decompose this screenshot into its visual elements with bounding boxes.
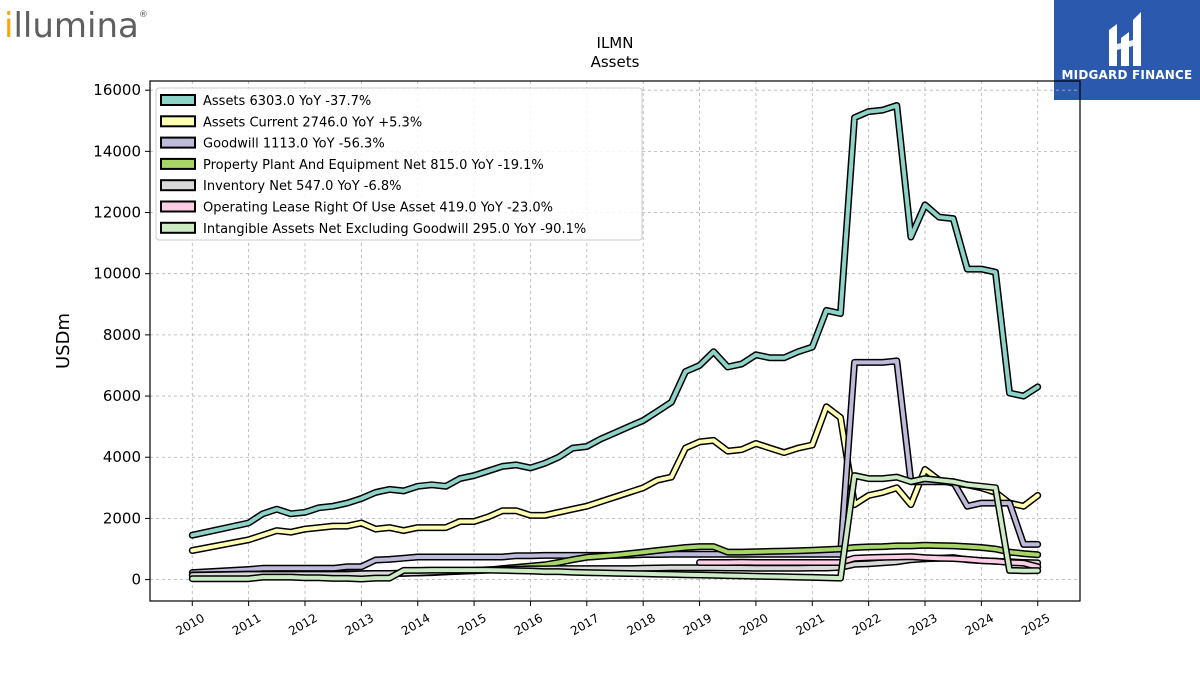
chart-subtitle: Assets xyxy=(591,53,640,71)
logo-text-rest: llumina xyxy=(13,6,139,46)
legend-swatch xyxy=(160,136,196,149)
legend-swatch xyxy=(160,221,196,234)
legend-label: Operating Lease Right Of Use Asset 419.0… xyxy=(203,201,553,216)
x-tick-label: 2023 xyxy=(906,611,939,638)
chart-title: ILMN xyxy=(597,34,634,52)
y-tick-label: 10000 xyxy=(93,265,141,283)
plot-frame xyxy=(149,80,1081,602)
series-line-5 xyxy=(697,554,1040,569)
legend-label: Assets 6303.0 YoY -37.7% xyxy=(203,94,371,109)
legend-swatch xyxy=(160,94,196,106)
series-line-1 xyxy=(190,404,1040,553)
series-group xyxy=(188,102,1042,583)
x-tick-label: 2011 xyxy=(230,611,263,638)
legend: Assets 6303.0 YoY -37.7% Assets Current 2… xyxy=(155,87,643,241)
y-axis-label: USDm xyxy=(53,313,74,369)
x-tick-label: 2020 xyxy=(737,611,770,638)
x-tick-label: 2017 xyxy=(568,611,601,638)
legend-label: Assets Current 2746.0 YoY +5.3% xyxy=(203,115,422,130)
x-tick-label: 2018 xyxy=(624,611,657,638)
legend-swatch xyxy=(160,157,196,170)
y-tick-label: 2000 xyxy=(103,509,141,527)
x-tick-label: 2022 xyxy=(850,611,883,638)
legend-label: Intangible Assets Net Excluding Goodwill… xyxy=(203,222,586,237)
legend-label: Goodwill 1113.0 YoY -56.3% xyxy=(203,137,385,152)
x-tick-label: 2010 xyxy=(174,611,207,638)
y-tick-label: 12000 xyxy=(93,204,141,222)
series-line-2 xyxy=(190,358,1040,575)
y-tick-label: 4000 xyxy=(103,448,141,466)
legend-label: Property Plant And Equipment Net 815.0 Y… xyxy=(203,158,544,173)
series-line-6 xyxy=(190,473,1040,581)
logo-accent-letter: i xyxy=(4,6,14,46)
y-tick-label: 6000 xyxy=(103,387,141,405)
midgard-finance-badge: MIDGARD FINANCE xyxy=(1054,0,1200,100)
legend-swatch xyxy=(160,115,196,128)
x-tick-label: 2016 xyxy=(512,611,545,638)
illumina-logo: illumina® xyxy=(4,6,148,46)
legend-swatch xyxy=(160,200,196,213)
x-tick-label: 2025 xyxy=(1019,611,1052,638)
y-tick-label: 14000 xyxy=(93,142,141,160)
y-tick-label: 16000 xyxy=(93,81,141,99)
y-tick-label: 8000 xyxy=(103,326,141,344)
series-line-4 xyxy=(190,555,1040,578)
badge-label: MIDGARD FINANCE xyxy=(1061,68,1193,82)
legend-swatch xyxy=(160,179,196,192)
x-tick-label: 2015 xyxy=(455,611,488,638)
legend-label: Inventory Net 547.0 YoY -6.8% xyxy=(203,179,402,194)
x-tick-label: 2014 xyxy=(399,611,432,638)
midgard-emblem-icon xyxy=(1109,12,1141,66)
series-line-0 xyxy=(190,103,1040,538)
registered-mark: ® xyxy=(138,10,148,20)
y-tick-label: 0 xyxy=(131,571,141,589)
x-tick-label: 2019 xyxy=(681,611,714,638)
legend-box xyxy=(155,87,643,241)
x-tick-label: 2024 xyxy=(963,611,996,638)
x-tick-label: 2021 xyxy=(794,611,827,638)
x-tick-label: 2012 xyxy=(286,611,319,638)
x-tick-label: 2013 xyxy=(343,611,376,638)
